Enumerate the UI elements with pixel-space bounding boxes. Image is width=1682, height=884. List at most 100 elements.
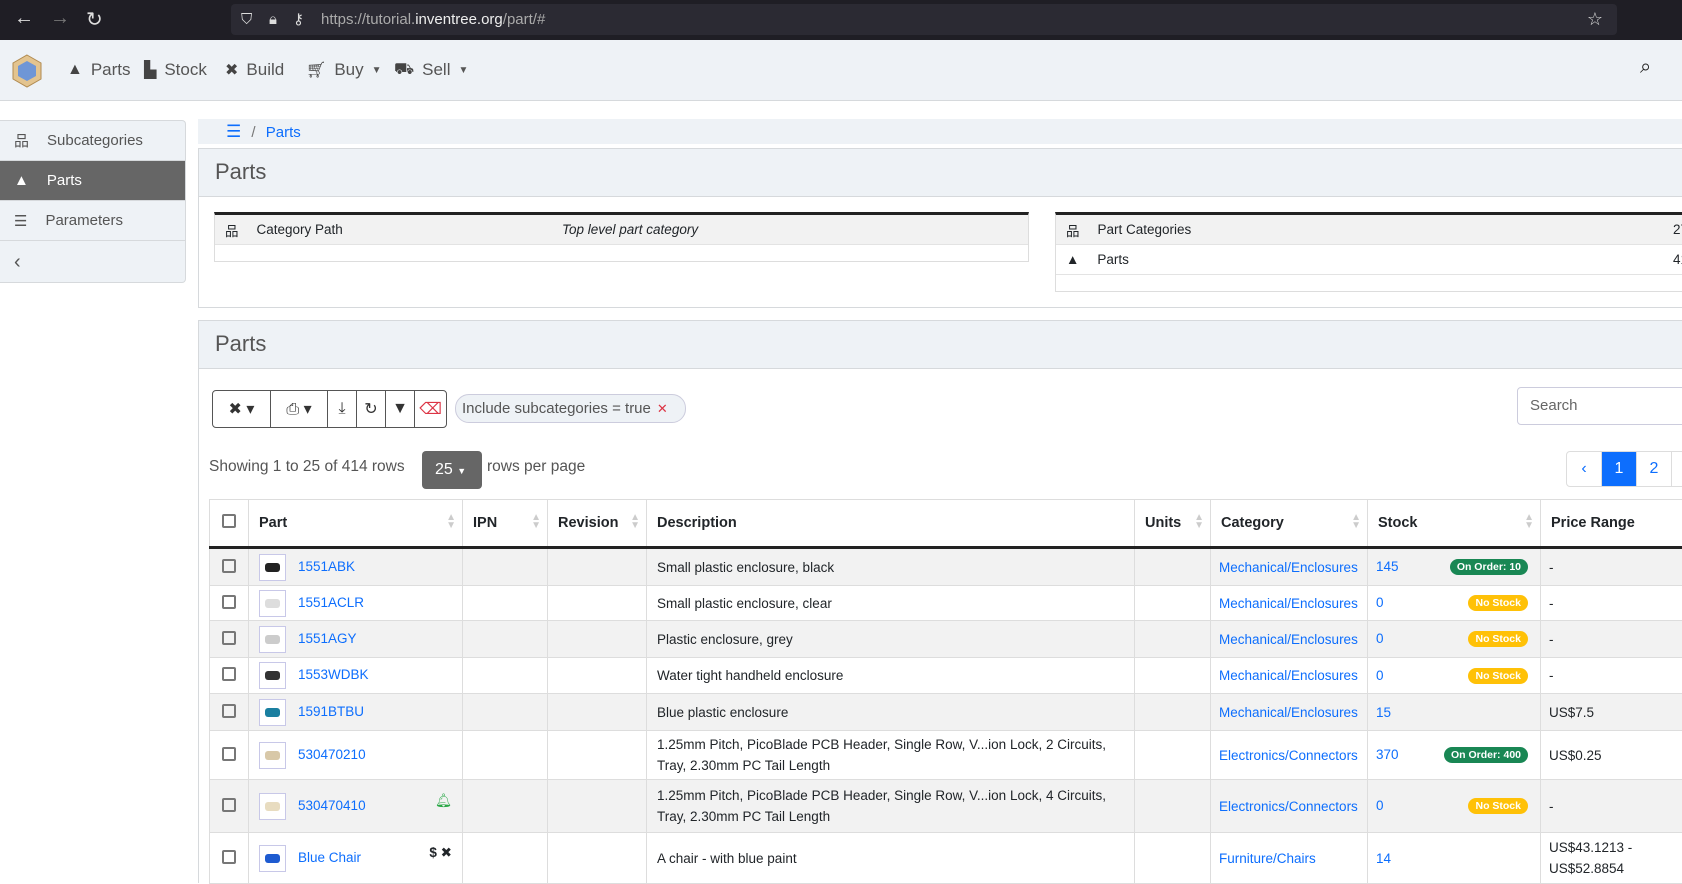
- part-thumbnail: [259, 699, 286, 726]
- stock-link[interactable]: 0: [1376, 595, 1384, 610]
- url-domain: inventree.org: [415, 11, 503, 28]
- row-checkbox[interactable]: [210, 658, 249, 694]
- row-checkbox[interactable]: [210, 621, 249, 658]
- select-all-checkbox[interactable]: [210, 500, 249, 548]
- price-range-cell: -: [1541, 548, 1682, 586]
- revision-cell: [548, 621, 647, 658]
- stock-badge: No Stock: [1468, 798, 1528, 814]
- stock-link[interactable]: 0: [1376, 798, 1384, 813]
- sidebar-item-parameters[interactable]: ☰Parameters: [0, 201, 185, 241]
- caret-down-icon: ▼: [459, 65, 469, 76]
- col-category[interactable]: Category▲▼: [1211, 500, 1368, 548]
- print-dropdown-button[interactable]: ⎙ ▾: [271, 391, 328, 427]
- nav-parts[interactable]: ▲Parts: [67, 60, 131, 80]
- page-prev[interactable]: ‹: [1567, 452, 1602, 486]
- tools-dropdown-button[interactable]: ✖ ▾: [213, 391, 271, 427]
- col-price-range[interactable]: Price Range: [1541, 500, 1682, 548]
- nav-build[interactable]: ✖Build: [225, 60, 284, 80]
- col-ipn[interactable]: IPN▲▼: [463, 500, 548, 548]
- stock-link[interactable]: 370: [1376, 747, 1399, 762]
- col-stock[interactable]: Stock▲▼: [1368, 500, 1541, 548]
- refresh-button[interactable]: ↻: [357, 391, 386, 427]
- row-checkbox[interactable]: [210, 833, 249, 884]
- category-link[interactable]: Mechanical/Enclosures: [1219, 632, 1358, 647]
- part-link[interactable]: 530470210: [298, 747, 366, 762]
- address-bar[interactable]: ⛉ 🔒︎ ⚷ https://tutorial.inventree.org/pa…: [231, 4, 1617, 35]
- row-checkbox[interactable]: [210, 586, 249, 621]
- row-checkbox[interactable]: [210, 731, 249, 780]
- clear-filters-button[interactable]: ⌫: [415, 391, 446, 427]
- breadcrumb: ☰ / Parts: [198, 119, 1682, 144]
- row-checkbox[interactable]: [210, 548, 249, 586]
- part-link[interactable]: 1553WDBK: [298, 667, 369, 682]
- row-checkbox[interactable]: [210, 694, 249, 731]
- nav-buy[interactable]: 🛒︎Buy▼: [306, 60, 382, 80]
- rows-per-page-select[interactable]: 25 ▼: [422, 451, 482, 489]
- category-link[interactable]: Mechanical/Enclosures: [1219, 560, 1358, 575]
- category-link[interactable]: Electronics/Connectors: [1219, 799, 1358, 814]
- stock-link[interactable]: 14: [1376, 851, 1391, 866]
- back-icon[interactable]: ←: [14, 7, 34, 30]
- col-units[interactable]: Units▲▼: [1135, 500, 1211, 548]
- sidebar-collapse-button[interactable]: ‹: [0, 242, 185, 282]
- category-link[interactable]: Mechanical/Enclosures: [1219, 705, 1358, 720]
- remove-filter-icon[interactable]: ✕: [657, 401, 668, 416]
- sitemap-icon: 品: [225, 220, 239, 240]
- part-link[interactable]: Blue Chair: [298, 850, 361, 865]
- reload-icon[interactable]: ↻: [86, 7, 103, 32]
- nav-stock[interactable]: ▙Stock: [144, 60, 207, 80]
- category-link[interactable]: Electronics/Connectors: [1219, 748, 1358, 763]
- sidebar-item-label: Parameters: [45, 212, 123, 229]
- row-checkbox[interactable]: [210, 780, 249, 833]
- nav-label: Stock: [164, 60, 207, 80]
- price-range-cell: -: [1541, 780, 1682, 833]
- breadcrumb-parts[interactable]: Parts: [266, 124, 301, 141]
- filter-chip[interactable]: Include subcategories = true✕: [455, 394, 686, 423]
- page-3[interactable]: 3: [1672, 452, 1682, 486]
- page-1[interactable]: 1: [1602, 452, 1637, 486]
- sort-icon: ▲▼: [1524, 514, 1534, 530]
- units-cell: [1135, 833, 1211, 884]
- filter-button[interactable]: ▼: [386, 391, 415, 427]
- sidebar-item-parts[interactable]: ▲Parts: [0, 161, 185, 201]
- search-icon[interactable]: ⌕: [1640, 56, 1651, 79]
- description-cell: Plastic enclosure, grey: [647, 621, 1135, 658]
- stock-link[interactable]: 0: [1376, 668, 1384, 683]
- search-input[interactable]: Search: [1517, 387, 1682, 425]
- revision-cell: [548, 694, 647, 731]
- inventree-logo[interactable]: [12, 54, 42, 88]
- col-revision[interactable]: Revision▲▼: [548, 500, 647, 548]
- stock-link[interactable]: 0: [1376, 631, 1384, 646]
- col-description[interactable]: Description: [647, 500, 1135, 548]
- forward-icon[interactable]: →: [50, 7, 70, 30]
- category-link[interactable]: Mechanical/Enclosures: [1219, 596, 1358, 611]
- category-link[interactable]: Furniture/Chairs: [1219, 851, 1316, 866]
- search-placeholder: Search: [1530, 397, 1578, 414]
- stock-link[interactable]: 15: [1376, 705, 1391, 720]
- download-icon: ⤓: [338, 400, 345, 418]
- stock-link[interactable]: 145: [1376, 559, 1399, 574]
- part-thumbnail: [259, 845, 286, 872]
- bookmark-star-icon[interactable]: ☆: [1587, 4, 1603, 35]
- part-link[interactable]: 1551ABK: [298, 559, 355, 574]
- category-link[interactable]: Mechanical/Enclosures: [1219, 668, 1358, 683]
- menu-icon[interactable]: ☰: [226, 122, 241, 141]
- ipn-cell: [463, 731, 548, 780]
- part-link[interactable]: 1551AGY: [298, 631, 357, 646]
- download-button[interactable]: ⤓: [328, 391, 357, 427]
- part-link[interactable]: 1591BTBU: [298, 704, 364, 719]
- shapes-icon: ▲: [67, 61, 83, 79]
- cart-icon: 🛒︎: [306, 60, 326, 80]
- col-part[interactable]: Part▲▼: [249, 500, 463, 548]
- part-link[interactable]: 1551ACLR: [298, 595, 364, 610]
- nav-sell[interactable]: ⛟Sell▼: [394, 60, 468, 80]
- page-2[interactable]: 2: [1637, 452, 1672, 486]
- part-link[interactable]: 530470410: [298, 798, 366, 813]
